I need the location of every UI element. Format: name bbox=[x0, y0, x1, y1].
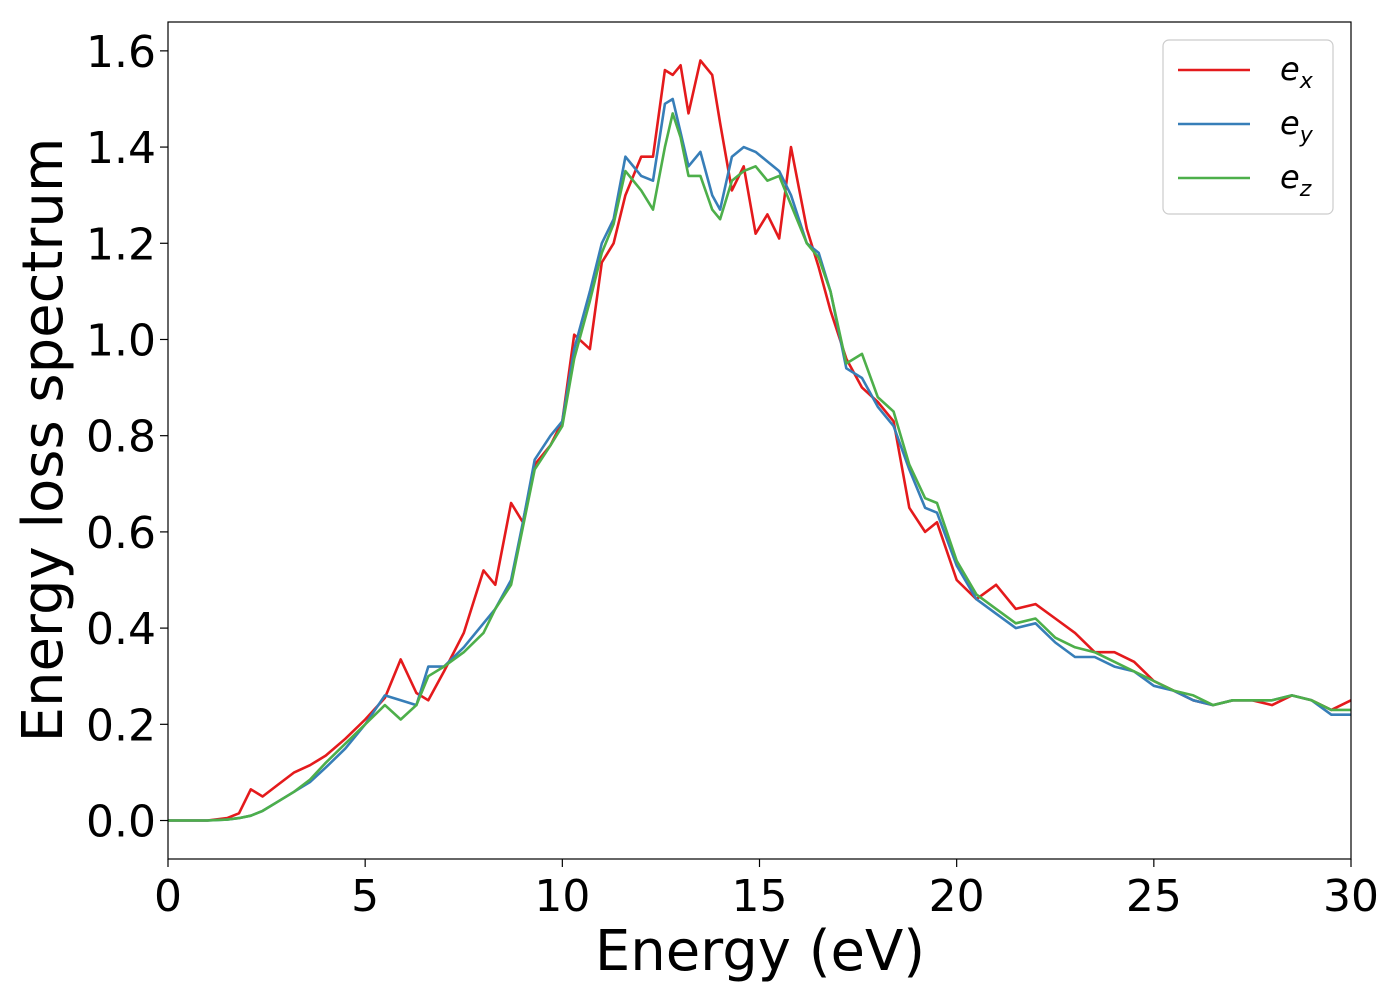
y-tick-label: 1.2 bbox=[86, 219, 156, 270]
series-line-y bbox=[168, 97, 1351, 822]
series-lines bbox=[168, 59, 1352, 822]
legend-label-x: ex bbox=[1280, 50, 1314, 94]
legend-label-z: ez bbox=[1280, 158, 1312, 202]
y-tick-label: 0.8 bbox=[86, 412, 156, 463]
x-axis-ticks: 0 5 10 15 20 25 30 bbox=[154, 859, 1379, 922]
x-tick-label: 5 bbox=[351, 871, 379, 922]
y-tick-label: 1.6 bbox=[86, 27, 156, 78]
y-tick-label: 1.4 bbox=[86, 123, 156, 174]
y-axis-ticks: 0.0 0.2 0.4 0.6 0.8 1.0 1.2 1.4 1.6 bbox=[86, 27, 168, 848]
x-tick-label: 25 bbox=[1126, 871, 1182, 922]
x-tick-label: 20 bbox=[929, 871, 985, 922]
y-tick-label: 0.0 bbox=[86, 797, 156, 848]
x-tick-label: 0 bbox=[154, 871, 182, 922]
y-tick-label: 0.4 bbox=[86, 604, 156, 655]
legend-label-y: ey bbox=[1280, 104, 1314, 148]
legend-box bbox=[1162, 39, 1334, 215]
x-tick-label: 15 bbox=[732, 871, 788, 922]
x-tick-label: 30 bbox=[1323, 871, 1379, 922]
series-line-z bbox=[168, 112, 1351, 822]
y-axis-label: Energy loss spectrum bbox=[11, 138, 76, 743]
x-axis-label: Energy (eV) bbox=[595, 919, 925, 984]
legend: ex ey ez bbox=[1162, 39, 1334, 215]
y-tick-label: 0.2 bbox=[86, 700, 156, 751]
x-tick-label: 10 bbox=[534, 871, 590, 922]
y-tick-label: 1.0 bbox=[86, 315, 156, 366]
y-tick-label: 0.6 bbox=[86, 508, 156, 559]
